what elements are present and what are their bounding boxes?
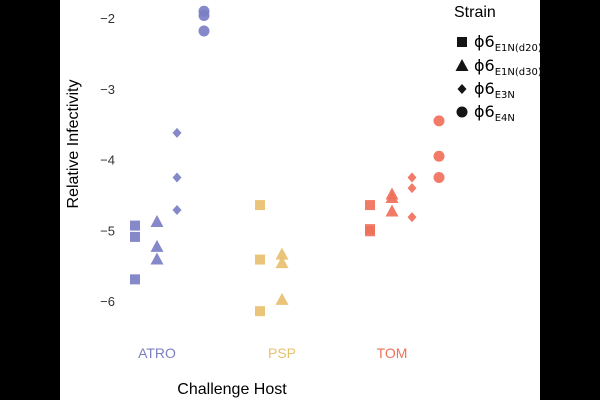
y-axis-title: Relative Infectivity xyxy=(65,80,82,209)
data-point-triangle xyxy=(275,292,289,305)
legend-label: ϕ6E1N(d30) xyxy=(474,56,540,78)
data-point-triangle xyxy=(150,252,164,265)
legend-triangle-icon xyxy=(455,59,469,71)
data-point-square xyxy=(130,220,140,231)
legend-square-icon xyxy=(457,37,467,47)
data-point-circle xyxy=(433,150,445,162)
data-point-circle xyxy=(198,9,210,21)
data-point-triangle xyxy=(385,190,399,203)
legend-title: Strain xyxy=(454,4,496,21)
data-point-triangle xyxy=(150,239,164,252)
data-point-circle xyxy=(433,115,445,127)
plot-panel: −6 −5 −4 −3 −2 ATRO PSP TOM Relative Infectivi… xyxy=(60,0,540,400)
data-point-triangle xyxy=(275,247,289,260)
y-tick-label: −2 xyxy=(100,11,115,26)
data-point-square xyxy=(255,306,265,317)
data-point-square xyxy=(365,200,375,211)
data-point-square xyxy=(130,231,140,242)
data-point-triangle xyxy=(275,256,289,269)
legend-label: ϕ6E3N xyxy=(474,79,515,101)
data-point-diamond xyxy=(172,205,182,216)
scatter-chart: −6 −5 −4 −3 −2 ATRO PSP TOM Relative Infectivi… xyxy=(65,4,540,398)
data-point-triangle xyxy=(385,204,399,217)
x-category-label: PSP xyxy=(268,345,296,361)
legend-diamond-icon xyxy=(457,84,467,94)
legend-circle-icon xyxy=(456,106,468,118)
data-point-diamond xyxy=(407,212,417,223)
legend-label: ϕ6E4N xyxy=(474,102,515,124)
data-point-diamond xyxy=(172,127,182,138)
data-point-diamond xyxy=(407,183,417,194)
y-tick-label: −6 xyxy=(100,294,115,309)
data-points xyxy=(130,5,445,317)
data-point-square xyxy=(365,226,375,237)
y-tick-label: −3 xyxy=(100,82,115,97)
y-tick-label: −5 xyxy=(100,223,115,238)
y-axis-ticks: −6 −5 −4 −3 −2 xyxy=(100,11,115,309)
data-point-square xyxy=(130,274,140,285)
x-category-label: ATRO xyxy=(138,345,176,361)
data-point-diamond xyxy=(172,172,182,183)
data-point-square xyxy=(255,254,265,265)
data-point-diamond xyxy=(407,172,417,183)
data-point-circle xyxy=(433,171,445,183)
data-point-square xyxy=(255,200,265,211)
x-category-label: TOM xyxy=(377,345,408,361)
x-axis-title: Challenge Host xyxy=(177,381,287,398)
data-point-circle xyxy=(198,25,210,37)
legend-label: ϕ6E1N(d20) xyxy=(474,32,540,54)
y-tick-label: −4 xyxy=(100,153,115,168)
x-axis-categories: ATRO PSP TOM xyxy=(138,345,407,361)
data-point-triangle xyxy=(150,215,164,228)
